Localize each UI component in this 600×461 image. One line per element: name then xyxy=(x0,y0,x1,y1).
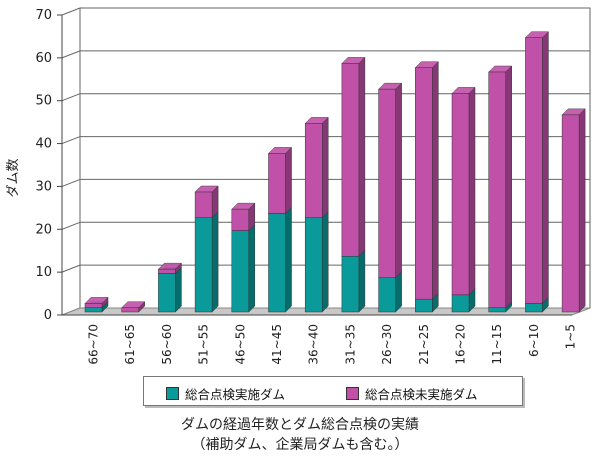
gridline-side xyxy=(61,178,81,187)
bar-inspected xyxy=(231,230,250,313)
y-tick-label: 60 xyxy=(35,51,52,66)
legend-item-not-inspected: 総合点検未実施ダム xyxy=(346,384,478,403)
bar-inspected-side xyxy=(395,271,402,313)
bar-inspected xyxy=(268,213,286,313)
legend-label-not-inspected: 総合点検未実施ダム xyxy=(365,387,478,402)
bar-inspected-side xyxy=(358,249,366,313)
x-tick-label: 46~50 xyxy=(233,324,247,365)
x-tick-label: 31~35 xyxy=(343,324,357,365)
chart-caption-title: ダムの経過年数とダム総合点検の実績 xyxy=(181,417,419,433)
x-tick-label: 56~60 xyxy=(160,324,174,365)
bar-inspected-side xyxy=(211,211,219,313)
y-tick-label: 30 xyxy=(35,179,52,194)
y-tick-label: 50 xyxy=(35,94,52,109)
bar-not-inspected xyxy=(84,303,103,308)
x-tick-label: 66~70 xyxy=(87,324,101,365)
bar-inspected xyxy=(304,217,323,313)
y-tick-label: 70 xyxy=(35,8,52,23)
bar-chart: 0 10 20 30 40 50 60 70 66~70 61~65 56~60 51~55 46~5… xyxy=(6,7,591,365)
back-wall xyxy=(79,7,591,309)
y-tick-label: 0 xyxy=(44,308,52,323)
legend-swatch-inspected xyxy=(166,387,179,400)
x-axis-ticks: 66~70 61~65 56~60 51~55 46~50 41~45 36~40 31~35… xyxy=(87,324,578,365)
gridline-side xyxy=(61,136,81,145)
gridline-side xyxy=(61,221,81,230)
bar-not-inspected-side xyxy=(358,56,366,257)
gridline-side xyxy=(61,93,81,102)
bar-inspected xyxy=(84,307,103,313)
bar-not-inspected xyxy=(121,307,139,313)
gridline-side xyxy=(61,50,81,59)
y-tick-label: 10 xyxy=(35,265,52,280)
y-tick-label: 40 xyxy=(35,137,52,152)
bar-not-inspected-side xyxy=(542,31,549,305)
bar-inspected-side xyxy=(248,223,256,313)
x-tick-label: 16~20 xyxy=(454,324,468,365)
bar-inspected xyxy=(341,256,360,313)
bar-inspected xyxy=(415,298,433,313)
bar-inspected-side xyxy=(285,206,292,313)
bar-not-inspected xyxy=(304,123,323,218)
x-tick-label: 26~30 xyxy=(380,324,394,365)
bar-not-inspected-side xyxy=(468,86,476,296)
y-tick-label: 20 xyxy=(35,222,52,237)
bar-not-inspected xyxy=(194,191,213,218)
y-axis-ticks: 0 10 20 30 40 50 60 70 xyxy=(35,8,572,323)
bar-not-inspected xyxy=(561,114,580,313)
bar-inspected-side xyxy=(175,266,182,313)
bar-not-inspected xyxy=(341,63,360,257)
x-tick-label: 21~25 xyxy=(417,324,431,365)
legend-swatch-not-inspected xyxy=(346,387,359,400)
y-axis-label: ダム数 xyxy=(6,158,21,197)
x-tick-label: 36~40 xyxy=(307,324,321,365)
bar-not-inspected xyxy=(158,268,176,274)
bar-inspected-side xyxy=(321,211,329,313)
bar-inspected xyxy=(451,294,470,313)
bar-not-inspected-side xyxy=(285,146,292,215)
bar-not-inspected-side xyxy=(432,61,439,300)
bar-not-inspected xyxy=(525,37,543,304)
x-tick-label: 41~45 xyxy=(270,324,284,365)
gridline-side xyxy=(61,264,81,273)
bar-not-inspected xyxy=(378,88,396,278)
bar-inspected xyxy=(194,217,213,313)
bar-inspected xyxy=(378,277,396,313)
bar-not-inspected xyxy=(231,208,250,231)
legend-label-inspected: 総合点検実施ダム xyxy=(185,387,286,402)
x-tick-label: 1~5 xyxy=(564,324,578,349)
bar-inspected xyxy=(525,303,543,313)
bar-inspected xyxy=(158,273,176,313)
chart-caption-note: （補助ダム、企業局ダムも含む。） xyxy=(191,437,409,453)
legend-item-inspected: 総合点検実施ダム xyxy=(166,384,285,403)
bar-not-inspected xyxy=(268,153,286,214)
bar-not-inspected-side xyxy=(395,82,402,279)
bar-not-inspected-side xyxy=(321,116,329,219)
x-tick-label: 61~65 xyxy=(123,324,137,365)
bar-not-inspected-side xyxy=(505,65,512,309)
bar-not-inspected-side xyxy=(578,108,586,313)
bar-not-inspected xyxy=(488,71,506,308)
bar-inspected xyxy=(488,307,506,313)
bar-not-inspected xyxy=(451,93,470,296)
bars xyxy=(84,31,586,313)
x-tick-label: 11~15 xyxy=(490,324,504,365)
x-tick-label: 6~10 xyxy=(527,324,541,357)
bar-not-inspected xyxy=(415,67,433,300)
x-tick-label: 51~55 xyxy=(197,324,211,365)
legend: 総合点検実施ダム 総合点検未実施ダム xyxy=(143,376,523,406)
